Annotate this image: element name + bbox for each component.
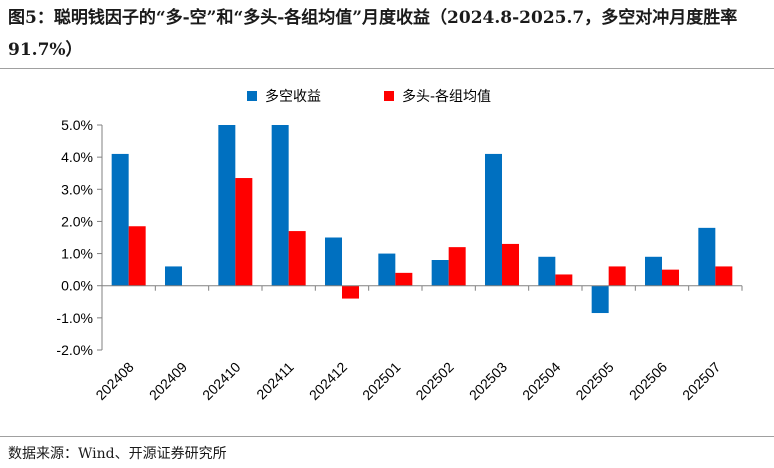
x-tick-label: 202409 [146, 359, 190, 403]
x-axis: 202408 202409 202410 202411 202412 202501 2025… [92, 285, 743, 403]
x-tick-label: 202502 [412, 359, 456, 403]
bar-long-minus-mean [662, 269, 679, 286]
bar-long-short [485, 153, 502, 286]
legend-swatch [384, 91, 394, 101]
bar-long-short [698, 227, 716, 286]
y-tick-label: 0.0% [61, 278, 93, 294]
bar-long-minus-mean [288, 231, 306, 286]
x-tick-label: 202504 [519, 359, 563, 403]
bar-long-short [325, 237, 342, 286]
bar-long-short [111, 153, 129, 286]
y-tick-label: 4.0% [61, 149, 93, 165]
bar-long-short [431, 260, 449, 286]
y-tick-label: 1.0% [61, 246, 93, 262]
x-tick-label: 202506 [626, 359, 670, 403]
bar-long-minus-mean [128, 226, 146, 286]
x-tick-label: 202503 [466, 359, 510, 403]
source-divider [0, 436, 774, 437]
x-tick-label: 202411 [253, 359, 297, 403]
bar-long-short [591, 285, 609, 314]
bar-long-short [645, 256, 662, 286]
bar-long-minus-mean [715, 266, 733, 286]
x-tick-label: 202507 [679, 359, 723, 403]
title-divider [0, 68, 774, 69]
bar-long-short [271, 125, 289, 286]
y-tick-label: -1.0% [56, 310, 93, 326]
legend-label: 多头-各组均值 [402, 88, 491, 105]
bar-long-short [218, 125, 236, 286]
bar-long-minus-mean [555, 274, 573, 286]
x-tick-label: 202410 [199, 359, 243, 403]
x-tick-label: 202505 [572, 359, 616, 403]
y-tick-label: 3.0% [61, 181, 93, 197]
bar-long-short [538, 256, 556, 286]
bar-long-minus-mean [395, 272, 413, 286]
bar-long-minus-mean [608, 266, 626, 286]
legend: 多空收益 多头-各组均值 [247, 88, 491, 105]
bar-long-short [378, 253, 396, 286]
bar-long-minus-mean [502, 243, 519, 286]
x-tick-label: 202501 [359, 359, 403, 403]
x-tick-label: 202412 [306, 359, 350, 403]
legend-swatch [247, 91, 257, 101]
bar-long-short [165, 266, 182, 286]
y-tick-label: 2.0% [61, 213, 93, 229]
source-note: 数据来源：Wind、开源证券研究所 [8, 446, 227, 462]
legend-label: 多空收益 [265, 88, 321, 105]
chart-title: 图5：聪明钱因子的“多-空”和“多头-各组均值”月度收益（2024.8-2025… [8, 8, 738, 60]
y-tick-label: 5.0% [61, 117, 93, 133]
bars [111, 125, 733, 314]
bar-long-minus-mean [342, 285, 359, 299]
y-tick-label: -2.0% [56, 342, 93, 358]
bar-long-minus-mean [448, 247, 466, 286]
bar-chart: 多空收益 多头-各组均值 5.0% 4.0% 3.0% 2.0% 1.0% 0.0% -1.0… [56, 88, 743, 403]
y-axis: 5.0% 4.0% 3.0% 2.0% 1.0% 0.0% -1.0% -2.0% [56, 117, 103, 358]
x-tick-label: 202408 [92, 359, 136, 403]
bar-long-minus-mean [235, 178, 253, 286]
